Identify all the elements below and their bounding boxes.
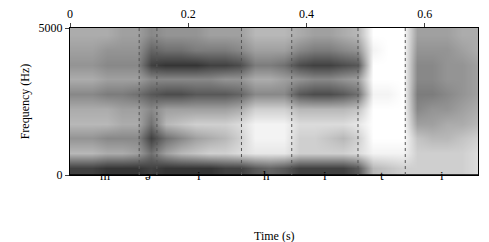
svg-text:0.4: 0.4 [299, 7, 314, 21]
svg-text:0.6: 0.6 [417, 7, 432, 21]
svg-text:ə: ə [145, 168, 151, 183]
svg-text:h: h [263, 168, 270, 183]
svg-text:i: i [323, 168, 327, 183]
svg-text:0: 0 [67, 7, 73, 21]
svg-text:m: m [100, 168, 110, 183]
svg-text:0: 0 [57, 168, 63, 182]
svg-text:5000: 5000 [39, 21, 63, 35]
svg-text:0.2: 0.2 [181, 7, 196, 21]
svg-text:Time (s): Time (s) [254, 229, 295, 242]
svg-text:i: i [440, 168, 444, 183]
svg-text:Frequency (Hz): Frequency (Hz) [18, 64, 32, 140]
svg-text:t: t [380, 168, 384, 183]
svg-text:i: i [197, 168, 201, 183]
